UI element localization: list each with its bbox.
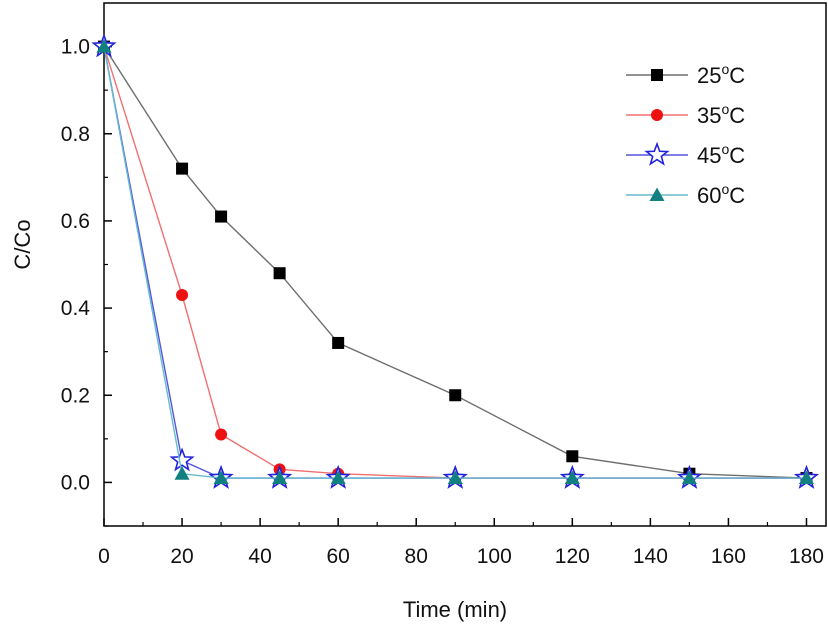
data-point-60C <box>213 470 229 485</box>
data-point-25C <box>332 336 345 349</box>
axes: 0 20 40 60 80 100 120 140 160 180 0.0 0.2 0.4 0.6 0.8 1… <box>61 2 827 568</box>
x-tick-label: 20 <box>170 545 193 568</box>
y-tick-label: 0.2 <box>61 384 90 407</box>
legend: 25oC 35oC 45oC 60oC <box>626 61 745 208</box>
data-point-35C <box>215 428 228 441</box>
series-layer <box>91 33 820 489</box>
series-60C <box>96 39 814 485</box>
data-point-25C <box>215 210 228 223</box>
legend-label: 35oC <box>697 101 745 128</box>
x-tick-label: 180 <box>789 545 824 568</box>
data-point-25C <box>273 267 286 280</box>
legend-marker <box>644 141 670 166</box>
y-tick-label: 0.8 <box>61 123 90 146</box>
y-tick-label: 0.0 <box>61 471 90 494</box>
legend-marker <box>651 69 663 81</box>
x-tick-label: 0 <box>98 545 110 568</box>
data-point-60C <box>272 470 288 485</box>
x-tick-label: 60 <box>326 545 349 568</box>
data-point-60C <box>798 470 814 485</box>
data-point-60C <box>681 470 697 485</box>
data-point-60C <box>447 470 463 485</box>
data-point-60C <box>330 470 346 485</box>
legend-marker <box>651 109 663 121</box>
y-axis-title: C/Co <box>10 219 35 269</box>
legend-item-45C: 45oC <box>626 141 745 168</box>
legend-label: 25oC <box>697 61 745 88</box>
x-tick-label: 120 <box>555 545 590 568</box>
legend-label: 60oC <box>697 181 745 208</box>
data-point-60C <box>96 39 112 53</box>
y-tick-label: 1.0 <box>61 36 90 59</box>
legend-label: 45oC <box>697 141 745 168</box>
data-point-60C <box>174 466 190 480</box>
y-tick-label: 0.6 <box>61 210 90 233</box>
x-tick-label: 140 <box>633 545 668 568</box>
legend-item-25C: 25oC <box>626 61 745 88</box>
legend-item-60C: 60oC <box>626 181 745 208</box>
x-tick-label: 160 <box>711 545 746 568</box>
x-tick-label: 80 <box>405 545 428 568</box>
data-point-45C <box>169 447 195 472</box>
data-point-35C <box>176 289 189 302</box>
x-tick-label: 40 <box>248 545 271 568</box>
x-tick-label: 100 <box>477 545 512 568</box>
data-point-60C <box>564 470 580 485</box>
data-point-25C <box>566 450 579 463</box>
y-tick-label: 0.4 <box>61 297 91 320</box>
legend-marker <box>649 187 665 201</box>
data-point-25C <box>449 389 462 402</box>
legend-item-35C: 35oC <box>626 101 745 128</box>
x-axis-title: Time (min) <box>403 597 507 622</box>
data-point-25C <box>176 162 189 175</box>
